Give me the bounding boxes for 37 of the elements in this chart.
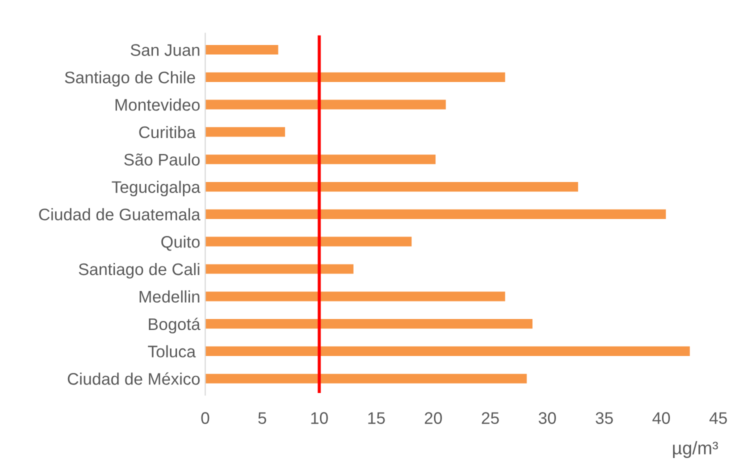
- y-tick-label: San Juan: [130, 44, 200, 56]
- y-tick-label: Santiago de Cali: [78, 262, 200, 279]
- bar: [205, 292, 506, 302]
- y-tick-label: Montevideo: [116, 98, 200, 111]
- bar: [205, 319, 532, 329]
- x-tick-label: 15: [368, 412, 385, 424]
- x-axis-title: µg/m³: [673, 441, 718, 458]
- y-tick-label: Tegucigalpa: [112, 180, 200, 196]
- y-tick-label: Toluca: [148, 345, 196, 358]
- x-tick-label: 40: [652, 412, 670, 424]
- bar: [205, 100, 446, 110]
- y-tick-label: Medellin: [140, 290, 200, 303]
- y-tick-label: Ciudad de Guatemala: [39, 208, 200, 220]
- x-tick-label: 35: [596, 412, 613, 424]
- bar: [205, 44, 278, 55]
- bar: [205, 264, 354, 274]
- x-tick-label: 20: [424, 412, 442, 424]
- y-tick-label: São Paulo: [124, 153, 200, 166]
- y-tick-label: Quito: [161, 236, 200, 251]
- y-tick-label: Bogotá: [148, 318, 200, 334]
- bar: [205, 236, 412, 246]
- x-tick-label: 25: [482, 412, 499, 424]
- y-tick-label: Curitiba: [139, 126, 196, 138]
- bar: [205, 346, 690, 356]
- x-tick-label: 45: [709, 412, 727, 424]
- x-tick-label: 5: [258, 412, 266, 424]
- bar: [205, 154, 436, 164]
- bar: [205, 127, 286, 137]
- x-tick-label: 30: [538, 412, 556, 424]
- bar: [205, 374, 527, 384]
- bar: [205, 209, 666, 219]
- y-tick-label: Ciudad de México: [68, 372, 200, 385]
- y-tick-label: Santiago de Chile: [64, 71, 196, 87]
- x-tick-label: 0: [201, 412, 210, 424]
- bar: [205, 182, 578, 192]
- x-tick-label: 10: [311, 412, 328, 424]
- bar: [205, 72, 506, 82]
